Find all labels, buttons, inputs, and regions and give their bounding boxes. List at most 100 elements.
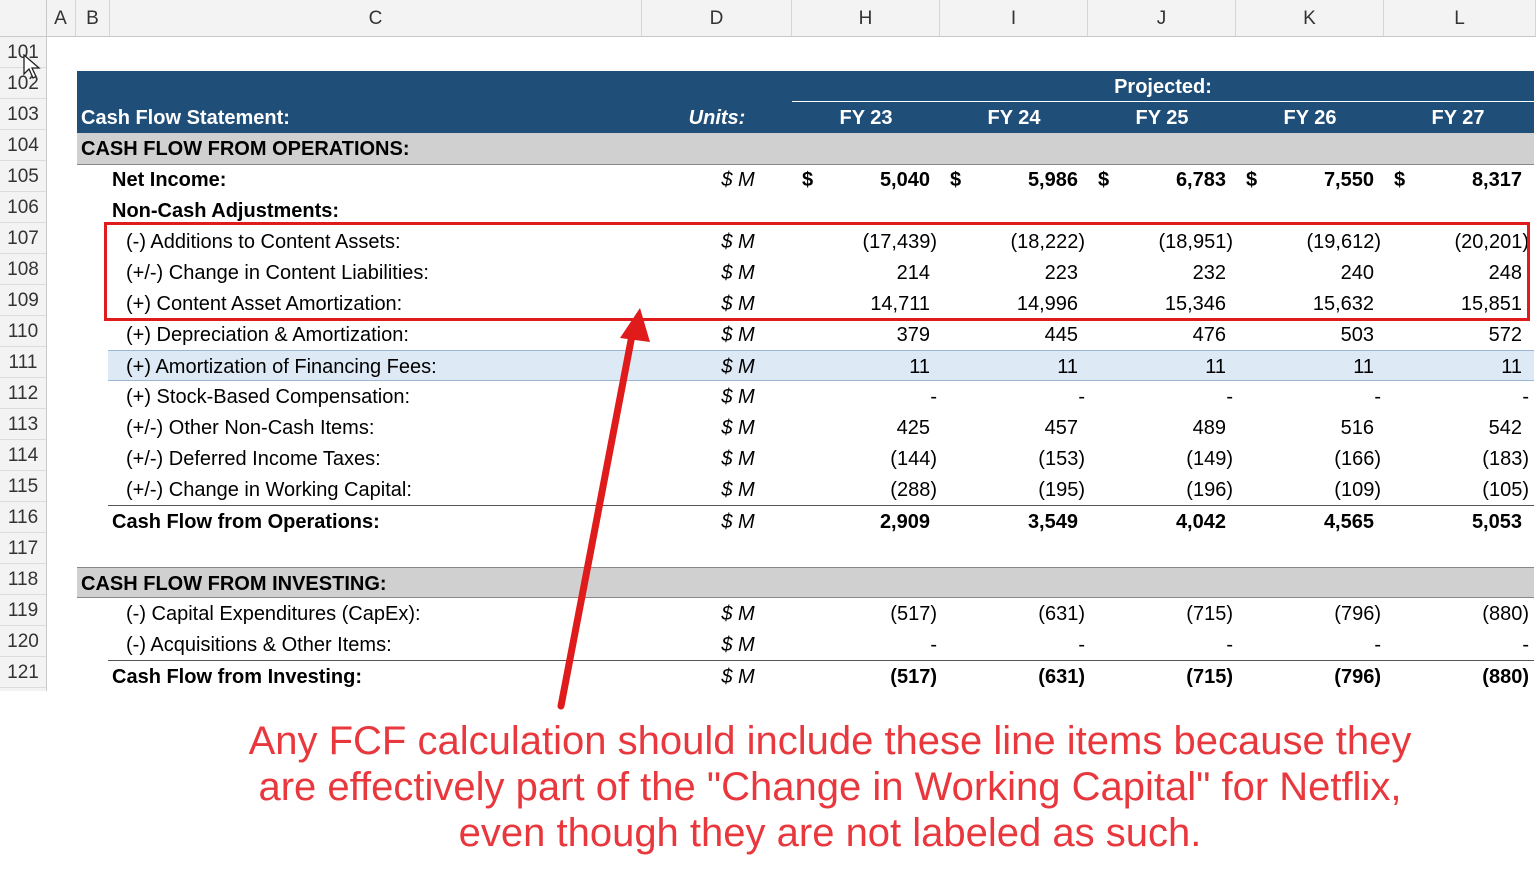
row-number[interactable]: 102 xyxy=(0,68,46,99)
year-header-fy25[interactable]: FY 25 xyxy=(1135,107,1189,129)
row-number[interactable]: 110 xyxy=(0,316,46,347)
value-fy25[interactable]: 4,042 xyxy=(1175,511,1226,533)
column-header-a[interactable]: A xyxy=(46,0,76,36)
column-header-c[interactable]: C xyxy=(110,0,642,36)
row-label[interactable]: (+) Stock-Based Compensation: xyxy=(126,386,411,408)
value-fy24[interactable]: 3,549 xyxy=(1027,511,1078,533)
statement-title[interactable]: Cash Flow Statement: xyxy=(81,107,290,129)
value-fy24[interactable]: (631) xyxy=(1038,603,1085,625)
value-fy23[interactable]: 14,711 xyxy=(870,293,930,315)
value-fy26[interactable]: 240 xyxy=(1340,262,1374,284)
units-cell[interactable]: $ M xyxy=(721,356,755,378)
row-label[interactable]: Non-Cash Adjustments: xyxy=(112,200,340,222)
value-fy24[interactable]: 5,986 xyxy=(1027,169,1078,191)
value-fy27[interactable]: - xyxy=(1522,386,1529,408)
row-number[interactable]: 108 xyxy=(0,254,46,285)
row-label[interactable]: (+/-) Change in Working Capital: xyxy=(126,479,412,501)
value-fy23[interactable]: 11 xyxy=(909,356,930,378)
value-fy24[interactable]: 14,996 xyxy=(1016,293,1078,315)
value-fy27[interactable]: (20,201) xyxy=(1454,231,1530,253)
value-fy26[interactable]: 4,565 xyxy=(1323,511,1374,533)
row-label[interactable]: Cash Flow from Investing: xyxy=(112,666,363,688)
value-fy25[interactable]: (18,951) xyxy=(1158,231,1234,253)
row-number[interactable]: 118 xyxy=(0,564,46,595)
value-fy27[interactable]: 11 xyxy=(1501,356,1522,378)
value-fy24[interactable]: (153) xyxy=(1038,448,1085,470)
row-label[interactable]: (+) Amortization of Financing Fees: xyxy=(126,356,437,378)
value-fy25[interactable]: - xyxy=(1226,634,1233,656)
units-cell[interactable]: $ M xyxy=(721,386,755,408)
row-number[interactable]: 109 xyxy=(0,285,46,316)
units-cell[interactable]: $ M xyxy=(721,603,755,625)
column-header-k[interactable]: K xyxy=(1236,0,1384,36)
value-fy23[interactable]: (517) xyxy=(890,603,937,625)
value-fy25[interactable]: 489 xyxy=(1192,417,1226,439)
row-number[interactable]: 112 xyxy=(0,378,46,409)
value-fy24[interactable]: (18,222) xyxy=(1010,231,1086,253)
value-fy27[interactable]: 572 xyxy=(1488,324,1522,346)
row-label[interactable]: (+/-) Deferred Income Taxes: xyxy=(126,448,381,470)
table-row-financing-fees[interactable]: (+) Amortization of Financing Fees: $ M … xyxy=(108,350,1534,381)
value-fy23[interactable]: (144) xyxy=(890,448,937,470)
value-fy25[interactable]: - xyxy=(1226,386,1233,408)
value-fy23[interactable]: 379 xyxy=(896,324,930,346)
value-fy24[interactable]: - xyxy=(1078,386,1085,408)
value-fy25[interactable]: (196) xyxy=(1186,479,1233,501)
value-fy25[interactable]: (149) xyxy=(1186,448,1233,470)
value-fy24[interactable]: 11 xyxy=(1057,356,1078,378)
value-fy25[interactable]: (715) xyxy=(1186,603,1233,625)
value-fy27[interactable]: 8,317 xyxy=(1471,169,1522,191)
row-number[interactable]: 116 xyxy=(0,502,46,533)
section-title-investing[interactable]: CASH FLOW FROM INVESTING: xyxy=(81,573,387,595)
row-label[interactable]: (+/-) Other Non-Cash Items: xyxy=(126,417,375,439)
value-fy27[interactable]: (880) xyxy=(1482,603,1529,625)
value-fy26[interactable]: - xyxy=(1374,634,1381,656)
row-label[interactable]: (-) Additions to Content Assets: xyxy=(126,231,401,253)
units-cell[interactable]: $ M xyxy=(721,262,755,284)
units-cell[interactable]: $ M xyxy=(721,666,755,688)
row-number[interactable]: 105 xyxy=(0,161,46,192)
row-number[interactable]: 115 xyxy=(0,471,46,502)
units-cell[interactable]: $ M xyxy=(721,169,755,191)
row-number[interactable]: 106 xyxy=(0,192,46,223)
value-fy26[interactable]: 7,550 xyxy=(1323,169,1374,191)
value-fy26[interactable]: 11 xyxy=(1353,356,1374,378)
value-fy27[interactable]: (880) xyxy=(1482,666,1529,688)
row-label[interactable]: (+) Content Asset Amortization: xyxy=(126,293,403,315)
units-cell[interactable]: $ M xyxy=(721,479,755,501)
row-number[interactable]: 104 xyxy=(0,130,46,161)
units-cell[interactable]: $ M xyxy=(721,448,755,470)
year-header-fy24[interactable]: FY 24 xyxy=(987,107,1041,129)
value-fy26[interactable]: - xyxy=(1374,386,1381,408)
value-fy25[interactable]: 11 xyxy=(1205,356,1226,378)
value-fy23[interactable]: (288) xyxy=(890,479,937,501)
value-fy27[interactable]: - xyxy=(1522,634,1529,656)
row-number[interactable]: 120 xyxy=(0,626,46,657)
value-fy25[interactable]: 6,783 xyxy=(1175,169,1226,191)
units-cell[interactable]: $ M xyxy=(721,324,755,346)
value-fy23[interactable]: 5,040 xyxy=(879,169,930,191)
value-fy27[interactable]: (105) xyxy=(1482,479,1529,501)
section-title-operations[interactable]: CASH FLOW FROM OPERATIONS: xyxy=(81,138,410,160)
value-fy24[interactable]: (631) xyxy=(1038,666,1085,688)
row-number[interactable]: 119 xyxy=(0,595,46,626)
year-header-fy27[interactable]: FY 27 xyxy=(1431,107,1485,129)
value-fy27[interactable]: 5,053 xyxy=(1471,511,1522,533)
value-fy25[interactable]: (715) xyxy=(1186,666,1233,688)
row-label[interactable]: (-) Capital Expenditures (CapEx): xyxy=(126,603,421,625)
value-fy24[interactable]: (195) xyxy=(1038,479,1085,501)
units-cell[interactable]: $ M xyxy=(721,293,755,315)
column-header-j[interactable]: J xyxy=(1088,0,1236,36)
row-number[interactable]: 101 xyxy=(0,37,46,68)
value-fy25[interactable]: 476 xyxy=(1192,324,1226,346)
row-label[interactable]: (+) Depreciation & Amortization: xyxy=(126,324,409,346)
row-label[interactable]: Cash Flow from Operations: xyxy=(112,511,380,533)
row-label[interactable]: (+/-) Change in Content Liabilities: xyxy=(126,262,429,284)
value-fy27[interactable]: 15,851 xyxy=(1460,293,1522,315)
value-fy23[interactable]: 214 xyxy=(896,262,930,284)
value-fy27[interactable]: (183) xyxy=(1482,448,1529,470)
value-fy26[interactable]: 15,632 xyxy=(1312,293,1374,315)
value-fy26[interactable]: 503 xyxy=(1340,324,1374,346)
value-fy23[interactable]: (17,439) xyxy=(862,231,938,253)
column-header-d[interactable]: D xyxy=(642,0,792,36)
